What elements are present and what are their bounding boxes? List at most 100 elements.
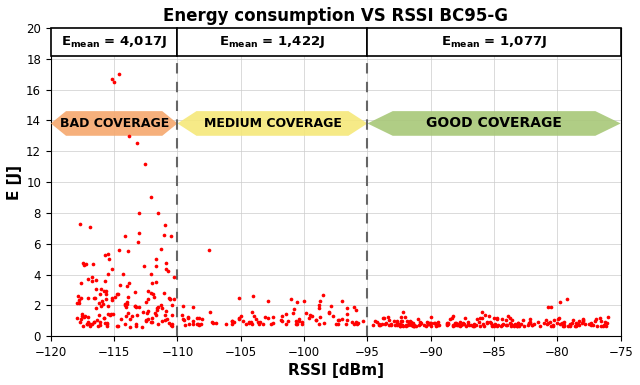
Point <box>419 322 429 328</box>
Point <box>177 316 188 323</box>
Point <box>166 312 177 318</box>
Point <box>413 316 423 322</box>
Point <box>194 315 204 321</box>
Point <box>396 318 406 324</box>
Y-axis label: E [J]: E [J] <box>7 164 22 199</box>
Point <box>82 321 92 327</box>
Point <box>159 312 170 318</box>
Point <box>122 301 132 308</box>
Point <box>431 321 441 328</box>
Point <box>392 320 403 326</box>
Point <box>489 321 499 328</box>
Point <box>211 320 221 326</box>
Point <box>300 298 310 304</box>
Point <box>469 323 479 329</box>
Point <box>77 311 88 317</box>
Point <box>193 321 204 327</box>
Point <box>314 298 324 305</box>
Point <box>421 323 431 329</box>
Point <box>276 317 286 323</box>
Point <box>568 317 578 323</box>
Point <box>268 313 278 320</box>
Point <box>78 323 88 329</box>
Point <box>422 321 433 327</box>
Point <box>83 295 93 301</box>
Point <box>164 320 175 326</box>
Point <box>512 323 522 329</box>
Point <box>82 321 92 327</box>
Point <box>486 322 497 328</box>
Point <box>193 321 204 328</box>
Point <box>113 291 124 297</box>
Point <box>122 299 132 305</box>
Point <box>499 321 509 328</box>
Text: $\mathbf{E_{mean}}$ = 4,017J: $\mathbf{E_{mean}}$ = 4,017J <box>61 34 167 50</box>
Point <box>227 321 237 327</box>
Point <box>422 318 432 325</box>
Point <box>442 321 452 327</box>
Point <box>154 210 164 216</box>
Point <box>196 316 207 322</box>
Point <box>328 313 338 319</box>
Point <box>103 303 113 310</box>
Point <box>100 296 111 302</box>
Point <box>297 318 307 325</box>
Point <box>262 315 273 321</box>
Point <box>429 320 439 326</box>
Point <box>592 323 602 329</box>
Point <box>244 319 254 325</box>
Point <box>392 318 402 324</box>
Point <box>397 322 408 328</box>
Point <box>571 320 581 326</box>
Point <box>323 309 333 315</box>
Point <box>314 321 324 327</box>
Point <box>512 323 522 329</box>
Point <box>525 316 535 322</box>
Point <box>151 263 161 269</box>
Point <box>586 322 596 328</box>
Point <box>168 296 179 302</box>
Point <box>471 322 481 328</box>
Point <box>148 294 159 300</box>
Point <box>380 315 390 321</box>
Point <box>493 322 503 328</box>
Point <box>404 320 414 326</box>
Point <box>506 323 516 329</box>
Point <box>337 316 348 322</box>
Point <box>89 318 99 325</box>
Point <box>160 222 170 228</box>
Point <box>509 323 519 329</box>
Point <box>288 310 298 316</box>
Point <box>598 322 609 328</box>
Point <box>374 322 385 328</box>
Point <box>479 323 490 329</box>
Point <box>541 317 552 323</box>
Point <box>193 321 203 328</box>
Point <box>589 318 600 324</box>
Point <box>81 261 91 267</box>
Point <box>72 300 82 306</box>
Point <box>80 313 90 319</box>
Point <box>75 221 85 227</box>
Point <box>591 316 601 322</box>
Point <box>319 320 329 326</box>
Point <box>558 323 568 329</box>
Point <box>506 321 516 327</box>
FancyBboxPatch shape <box>51 28 177 56</box>
Point <box>83 276 93 282</box>
Point <box>139 263 149 270</box>
Point <box>409 323 419 329</box>
Point <box>447 315 458 321</box>
Point <box>517 317 527 323</box>
Polygon shape <box>177 111 367 136</box>
Point <box>123 248 133 254</box>
Point <box>394 320 404 326</box>
Point <box>141 318 151 324</box>
Point <box>484 318 495 325</box>
Point <box>492 315 502 321</box>
Point <box>385 321 396 328</box>
Point <box>516 321 526 327</box>
Point <box>461 323 471 329</box>
Point <box>91 277 101 283</box>
Point <box>401 322 412 328</box>
